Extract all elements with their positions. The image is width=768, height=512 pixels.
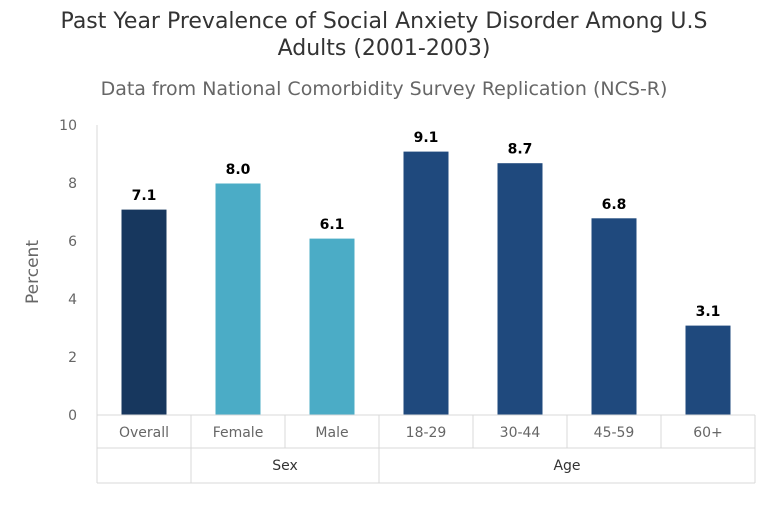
data-label: 6.8 (602, 197, 627, 213)
bar (590, 217, 638, 416)
x-tick-label: Male (315, 425, 348, 441)
chart-subtitle: Data from National Comorbidity Survey Re… (100, 78, 668, 100)
chart-title-line-1: Past Year Prevalence of Social Anxiety D… (60, 9, 708, 34)
x-tick-label: 45-59 (594, 425, 635, 441)
y-axis-label: Percent (23, 240, 43, 304)
chart-title-line-2: Adults (2001-2003) (277, 36, 491, 61)
y-tick-label: 10 (59, 118, 77, 134)
x-tick-label: 18-29 (406, 425, 447, 441)
data-label: 3.1 (696, 304, 721, 320)
bar (214, 182, 262, 416)
data-label: 6.1 (320, 217, 345, 233)
data-label: 8.7 (508, 142, 533, 158)
group-label: Sex (272, 458, 298, 474)
data-label: 9.1 (414, 130, 439, 146)
bar (496, 162, 544, 416)
y-tick-label: 6 (68, 234, 77, 250)
group-label: Age (553, 458, 580, 474)
x-tick-label: Overall (119, 425, 169, 441)
y-tick-label: 0 (68, 408, 77, 424)
x-tick-label: 60+ (693, 425, 723, 441)
y-tick-label: 8 (68, 176, 77, 192)
bar (120, 208, 168, 416)
bar (308, 237, 356, 416)
x-tick-label: 30-44 (500, 425, 541, 441)
y-tick-label: 2 (68, 350, 77, 366)
data-label: 8.0 (226, 162, 251, 178)
x-tick-label: Female (213, 425, 264, 441)
y-tick-label: 4 (68, 292, 77, 308)
bar (684, 324, 732, 416)
data-label: 7.1 (132, 188, 157, 204)
bar (402, 150, 450, 416)
